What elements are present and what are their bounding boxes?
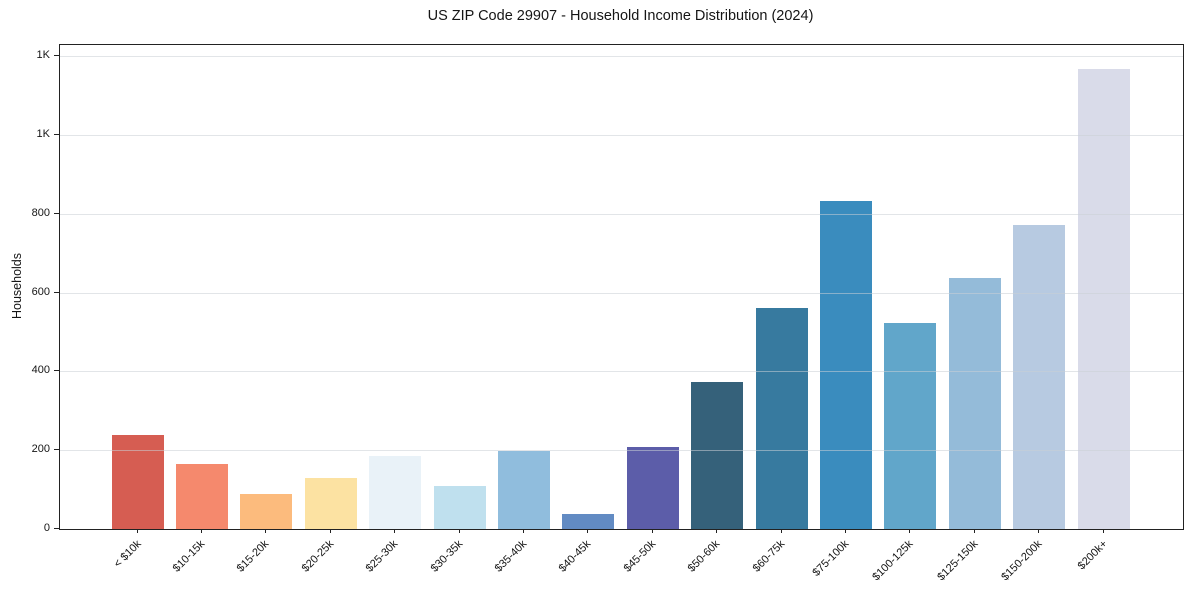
x-tick-mark bbox=[845, 529, 846, 533]
x-tick-label: $60-75k bbox=[750, 538, 788, 575]
chart-title: US ZIP Code 29907 - Household Income Dis… bbox=[427, 8, 814, 24]
gridline-y-800 bbox=[60, 214, 1183, 215]
y-tick-label: 200 bbox=[31, 443, 50, 455]
gridline-y-1200 bbox=[60, 56, 1183, 57]
x-tick-label: $125-150k bbox=[935, 538, 981, 584]
x-tick-label: $200k+ bbox=[1075, 538, 1110, 573]
x-tick-label: < $10k bbox=[111, 538, 144, 571]
x-tick-label: $35-40k bbox=[492, 538, 530, 575]
x-tick-label: $30-35k bbox=[428, 538, 466, 575]
x-tick-label: $150-200k bbox=[999, 538, 1045, 584]
x-tick-label: $10-15k bbox=[170, 538, 208, 575]
bar-60-75k bbox=[756, 308, 808, 529]
y-tick-label: 1K bbox=[36, 128, 50, 140]
x-tick-mark bbox=[587, 529, 588, 533]
y-tick-label: 400 bbox=[31, 364, 50, 376]
gridline-y-400 bbox=[60, 371, 1183, 372]
x-tick-mark bbox=[652, 529, 653, 533]
bar-40-45k bbox=[562, 514, 614, 529]
x-tick-mark bbox=[201, 529, 202, 533]
y-tick-label: 0 bbox=[43, 522, 50, 534]
x-tick-mark bbox=[459, 529, 460, 533]
x-tick-mark bbox=[330, 529, 331, 533]
x-tick-label: $45-50k bbox=[621, 538, 659, 575]
bar-15-20k bbox=[240, 494, 292, 529]
bar-100-125k bbox=[884, 323, 936, 529]
y-tick-label: 800 bbox=[31, 207, 50, 219]
y-tick-mark bbox=[54, 55, 59, 56]
x-tick-mark bbox=[716, 529, 717, 533]
bar-50-60k bbox=[691, 382, 743, 529]
y-tick-mark bbox=[54, 449, 59, 450]
bar-125-150k bbox=[949, 278, 1001, 529]
x-tick-label: $100-125k bbox=[870, 538, 916, 584]
y-tick-mark bbox=[54, 370, 59, 371]
bar-45-50k bbox=[627, 447, 679, 529]
x-tick-label: $15-20k bbox=[234, 538, 272, 575]
x-tick-label: $25-30k bbox=[363, 538, 401, 575]
x-tick-mark bbox=[137, 529, 138, 533]
x-tick-mark bbox=[394, 529, 395, 533]
bar-150-200k bbox=[1013, 225, 1065, 529]
x-tick-mark bbox=[265, 529, 266, 533]
x-tick-mark bbox=[781, 529, 782, 533]
bar-25-30k bbox=[369, 456, 421, 529]
bar-10-15k bbox=[176, 464, 228, 529]
bar-20-25k bbox=[305, 478, 357, 529]
bar-200k bbox=[1078, 69, 1130, 529]
x-tick-mark bbox=[974, 529, 975, 533]
plot-area bbox=[59, 44, 1184, 530]
x-tick-label: $40-45k bbox=[556, 538, 594, 575]
y-tick-label: 1K bbox=[36, 49, 50, 61]
x-tick-mark bbox=[1103, 529, 1104, 533]
y-tick-mark bbox=[54, 134, 59, 135]
x-tick-mark bbox=[1038, 529, 1039, 533]
y-tick-label: 600 bbox=[31, 286, 50, 298]
gridline-y-200 bbox=[60, 450, 1183, 451]
y-tick-mark bbox=[54, 528, 59, 529]
x-tick-mark bbox=[523, 529, 524, 533]
x-tick-label: $50-60k bbox=[685, 538, 723, 575]
bar-35-40k bbox=[498, 451, 550, 529]
y-tick-mark bbox=[54, 213, 59, 214]
x-tick-mark bbox=[909, 529, 910, 533]
bar-75-100k bbox=[820, 201, 872, 529]
x-tick-label: $20-25k bbox=[299, 538, 337, 575]
gridline-y-600 bbox=[60, 293, 1183, 294]
bar-30-35k bbox=[434, 486, 486, 529]
x-tick-label: $75-100k bbox=[810, 538, 852, 579]
y-tick-mark bbox=[54, 292, 59, 293]
gridline-y-1000 bbox=[60, 135, 1183, 136]
